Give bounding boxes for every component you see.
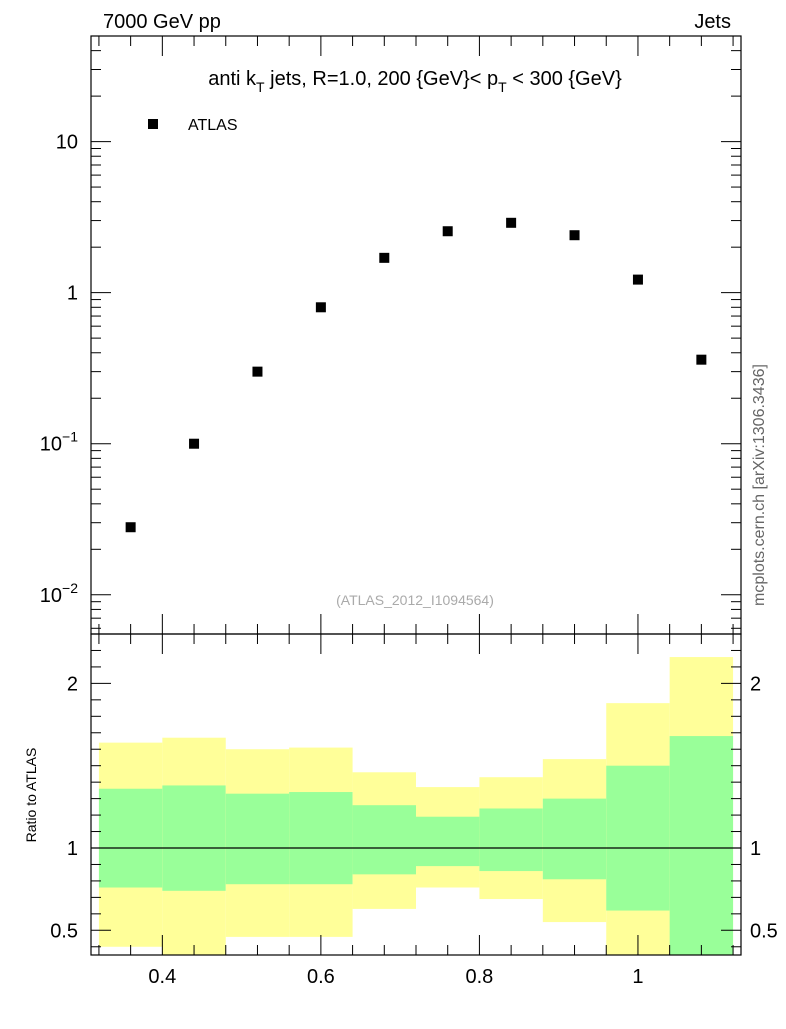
title-suffix: < 300 {GeV}: [507, 68, 622, 90]
green-band-bin: [606, 765, 670, 911]
ratio-ylabel: Ratio to ATLAS: [23, 748, 39, 843]
ratio-y-tick-label-right: 2: [750, 673, 761, 695]
ratio-y-tick-label-right: 0.5: [750, 920, 778, 942]
ratio-x-tick-label: 0.4: [148, 966, 176, 988]
atlas-data-point: [632, 274, 643, 285]
main-y-tick-label: 10−1: [40, 429, 78, 456]
main-axes: 10−2 10−1 1 10: [40, 35, 742, 635]
green-band-bin: [416, 816, 480, 867]
main-title: anti kT jets, R=1.0, 200 {GeV}< pT < 300…: [208, 68, 622, 95]
title-sub-1: T: [256, 79, 265, 95]
legend-marker: [148, 119, 158, 129]
main-y-tick-label: 1: [67, 283, 78, 305]
ratio-y-tick-label: 1: [67, 838, 78, 860]
source-label: mcplots.cern.ch [arXiv:1306.3436]: [751, 364, 768, 606]
title-prefix: anti k: [208, 68, 257, 90]
process-label: Jets: [694, 11, 731, 33]
green-band-bin: [542, 798, 607, 880]
green-band-bin: [98, 788, 163, 888]
atlas-data-point: [696, 354, 707, 365]
energy-label: 7000 GeV pp: [103, 11, 221, 33]
title-sub-2: T: [498, 79, 507, 95]
green-band-bin: [479, 808, 543, 872]
atlas-data-point: [252, 366, 263, 377]
main-points: [125, 217, 707, 533]
atlas-data-point: [125, 522, 136, 533]
atlas-data-point: [569, 230, 580, 241]
ratio-x-tick-label: 0.6: [307, 966, 335, 988]
atlas-data-point: [189, 438, 200, 449]
atlas-data-point: [315, 302, 326, 313]
ratio-y-tick-label: 2: [67, 673, 78, 695]
green-band-bin: [162, 785, 226, 891]
ratio-y-tick-label: 0.5: [50, 920, 78, 942]
analysis-watermark: (ATLAS_2012_I1094564): [336, 592, 494, 608]
main-y-tick-label: 10: [56, 132, 78, 154]
atlas-data-point: [506, 217, 517, 228]
ratio-x-tick-label: 0.8: [466, 966, 494, 988]
legend-label: ATLAS: [188, 117, 238, 134]
green-band-bin: [352, 805, 416, 875]
ratio-bands: [98, 657, 734, 955]
atlas-data-point: [442, 226, 453, 237]
green-band-bin: [289, 792, 353, 885]
ratio-y-tick-label-right: 1: [750, 838, 761, 860]
ratio-x-tick-label: 1: [632, 966, 643, 988]
atlas-data-point: [379, 252, 390, 263]
main-y-tick-label: 10−2: [40, 580, 78, 607]
green-band-bin: [225, 793, 290, 885]
title-mid: jets, R=1.0, 200 {GeV}< p: [265, 68, 499, 90]
green-band-bin: [669, 736, 734, 955]
